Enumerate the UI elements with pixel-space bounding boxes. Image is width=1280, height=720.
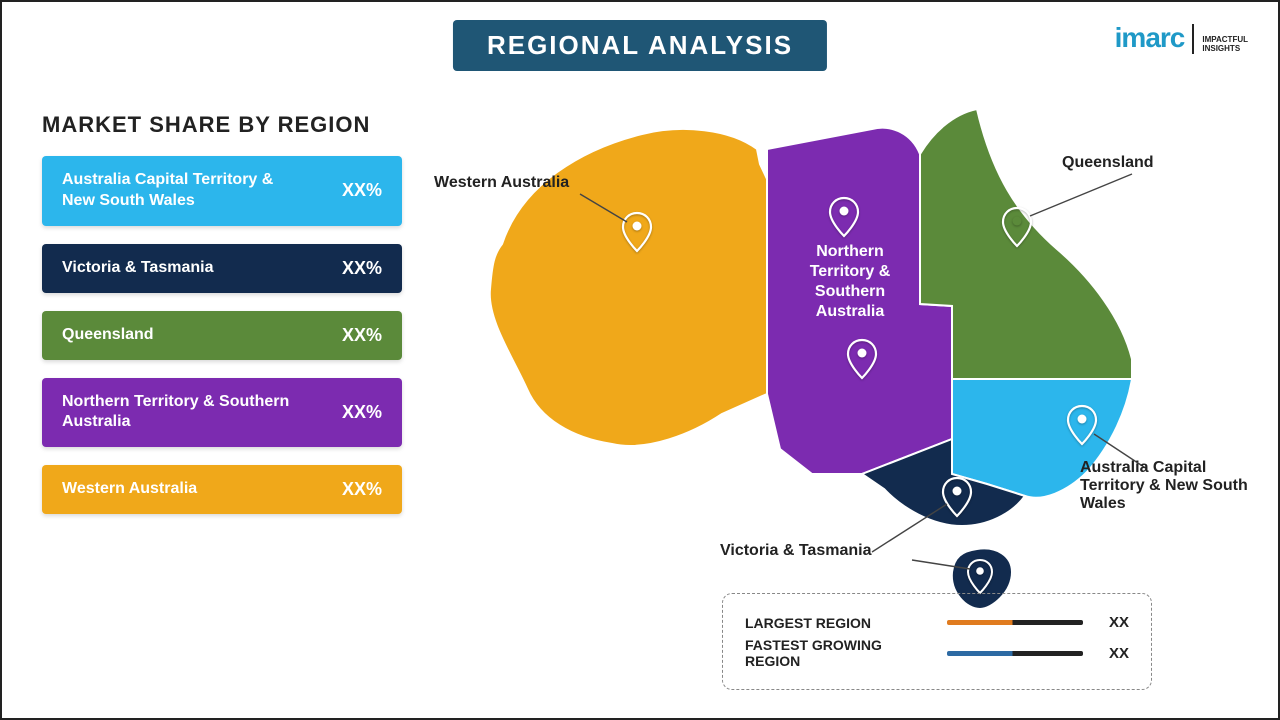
logo-tag-line2: INSIGHTS (1202, 44, 1240, 53)
legend-bar-icon (947, 620, 1083, 625)
share-bar-value: XX% (342, 479, 382, 500)
share-bar-wa: Western Australia XX% (42, 465, 402, 514)
logo-brand-text: imarc (1115, 22, 1185, 53)
share-bar-nt-sa: Northern Territory & Southern Australia … (42, 378, 402, 448)
page-title: REGIONAL ANALYSIS (487, 30, 793, 60)
legend-label: LARGEST REGION (745, 615, 935, 631)
logo-wordmark: imarc (1115, 22, 1185, 54)
legend-bar-icon (947, 651, 1083, 656)
logo-divider (1192, 24, 1194, 54)
leader-line (1030, 174, 1132, 216)
page-title-banner: REGIONAL ANALYSIS (453, 20, 827, 71)
share-bar-label: Queensland (62, 325, 154, 346)
legend-row-fastest: FASTEST GROWING REGION XX (745, 637, 1129, 669)
map-label-nt-sa: Northern Territory & Southern Australia (790, 242, 910, 322)
region-qld (920, 109, 1132, 379)
share-bar-label: Australia Capital Territory & New South … (62, 170, 302, 212)
share-bar-qld: Queensland XX% (42, 311, 402, 360)
share-bar-label: Western Australia (62, 479, 197, 500)
share-bar-value: XX% (342, 180, 382, 201)
callout-nsw: Australia Capital Territory & New South … (1080, 459, 1252, 513)
callout-qld: Queensland (1062, 154, 1154, 172)
legend-value: XX (1095, 645, 1129, 662)
australia-map: Western Australia Queensland Australia C… (432, 94, 1252, 654)
legend-box: LARGEST REGION XX FASTEST GROWING REGION… (722, 593, 1152, 690)
callout-vic: Victoria & Tasmania (720, 542, 871, 560)
legend-label: FASTEST GROWING REGION (745, 637, 935, 669)
infographic-frame: REGIONAL ANALYSIS imarc IMPACTFUL INSIGH… (0, 0, 1280, 720)
leader-line (872, 504, 947, 552)
logo-tagline: IMPACTFUL INSIGHTS (1202, 36, 1248, 54)
share-bar-label: Victoria & Tasmania (62, 258, 213, 279)
share-bar-value: XX% (342, 325, 382, 346)
share-bar-vic-tas: Victoria & Tasmania XX% (42, 244, 402, 293)
legend-row-largest: LARGEST REGION XX (745, 614, 1129, 631)
callout-wa: Western Australia (434, 174, 569, 192)
market-share-title: MARKET SHARE BY REGION (42, 112, 402, 138)
share-bar-act-nsw: Australia Capital Territory & New South … (42, 156, 402, 226)
legend-value: XX (1095, 614, 1129, 631)
share-bar-value: XX% (342, 258, 382, 279)
share-bar-value: XX% (342, 402, 382, 423)
share-bar-label: Northern Territory & Southern Australia (62, 392, 302, 434)
brand-logo: imarc IMPACTFUL INSIGHTS (1115, 22, 1248, 54)
market-share-panel: MARKET SHARE BY REGION Australia Capital… (42, 112, 402, 532)
logo-tag-line1: IMPACTFUL (1202, 35, 1248, 44)
